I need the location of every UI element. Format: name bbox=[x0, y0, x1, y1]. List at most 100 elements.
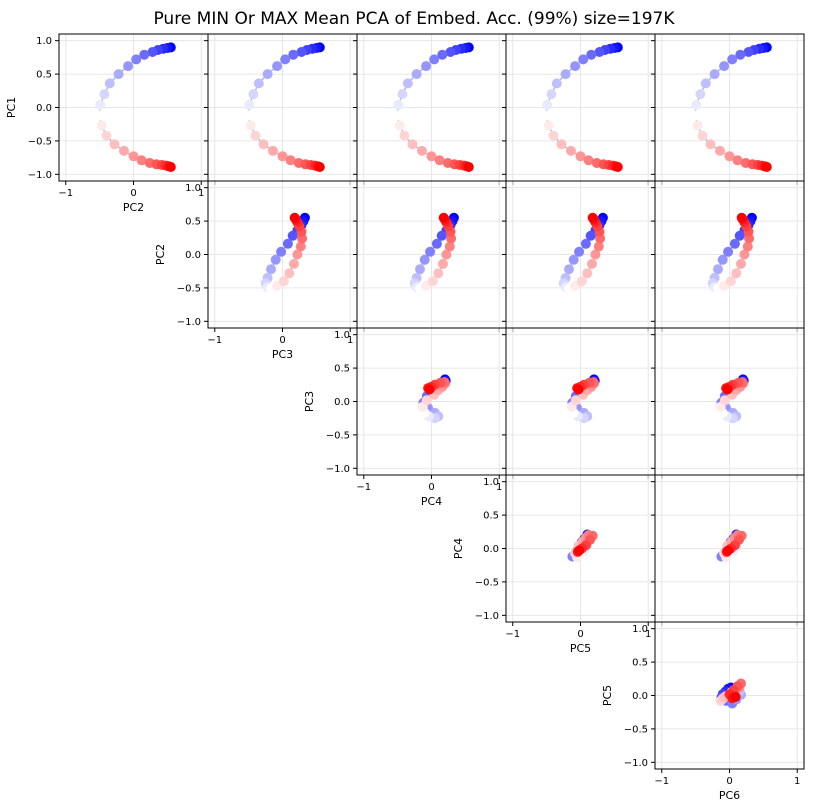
x-axis-label: PC2 bbox=[123, 201, 144, 214]
data-point bbox=[727, 54, 738, 65]
data-point bbox=[548, 130, 559, 141]
data-point bbox=[272, 61, 283, 72]
y-tick-label: −0.5 bbox=[177, 283, 201, 294]
y-tick-label: 0.5 bbox=[632, 658, 648, 669]
data-point bbox=[695, 89, 706, 100]
data-point bbox=[96, 120, 107, 131]
data-point bbox=[266, 264, 276, 275]
panel-pc3-vs-pc2 bbox=[502, 180, 656, 332]
data-point bbox=[546, 89, 557, 100]
data-point bbox=[425, 246, 436, 257]
data-point bbox=[735, 49, 746, 60]
data-point bbox=[393, 99, 404, 110]
data-point bbox=[587, 212, 598, 223]
data-point bbox=[715, 145, 725, 156]
x-tick-label: 1 bbox=[496, 482, 502, 493]
data-point bbox=[573, 384, 584, 395]
data-point bbox=[253, 78, 264, 89]
data-point bbox=[692, 120, 703, 131]
x-tick-label: 0 bbox=[279, 335, 285, 346]
data-point bbox=[245, 120, 256, 131]
data-point bbox=[723, 545, 734, 556]
data-point bbox=[541, 110, 551, 121]
data-point bbox=[113, 69, 124, 80]
data-point bbox=[463, 162, 474, 172]
data-point bbox=[278, 276, 289, 287]
panel-pc5-vs-pc4: −1 0 1 −1.0 −0.5 0.0 0.5 1.0 PC5 PC4 bbox=[452, 474, 656, 655]
y-tick-label: 0.5 bbox=[334, 364, 350, 375]
panel-pc5-vs-pc4 bbox=[651, 474, 805, 626]
y-axis-label: PC3 bbox=[303, 391, 316, 412]
data-point bbox=[415, 264, 425, 275]
data-point bbox=[285, 155, 296, 166]
data-point bbox=[421, 61, 432, 72]
panel-pc6-vs-pc5: −1 0 1 −1.0 −0.5 0.0 0.5 1.0 PC6 PC5 bbox=[601, 621, 805, 802]
data-point bbox=[697, 130, 708, 141]
data-point bbox=[736, 212, 747, 223]
x-axis-label: PC4 bbox=[421, 495, 442, 508]
data-point bbox=[587, 258, 597, 269]
x-tick-label: 0 bbox=[577, 629, 583, 640]
data-point bbox=[437, 49, 448, 60]
data-point bbox=[287, 230, 298, 241]
data-point bbox=[556, 139, 567, 150]
data-point bbox=[705, 139, 716, 150]
panel-pc3-vs-pc2 bbox=[651, 180, 805, 332]
x-tick-label: 0 bbox=[428, 482, 434, 493]
y-tick-label: 1.0 bbox=[632, 624, 648, 635]
data-point bbox=[570, 395, 581, 406]
data-point bbox=[282, 238, 293, 249]
data-point bbox=[590, 249, 601, 260]
data-point bbox=[576, 276, 587, 287]
y-tick-label: 0.0 bbox=[334, 397, 350, 408]
data-point bbox=[288, 49, 299, 60]
y-tick-label: −1.0 bbox=[177, 317, 201, 328]
data-point bbox=[434, 155, 445, 166]
data-point bbox=[314, 162, 325, 172]
data-point bbox=[289, 212, 300, 223]
data-point bbox=[399, 130, 410, 141]
data-point bbox=[700, 78, 711, 89]
data-point bbox=[123, 61, 134, 72]
data-point bbox=[292, 249, 303, 260]
y-tick-label: 0.5 bbox=[36, 70, 52, 81]
y-tick-label: −1.0 bbox=[326, 464, 350, 475]
data-point bbox=[268, 145, 278, 156]
data-point bbox=[574, 246, 585, 257]
y-tick-label: 0.0 bbox=[483, 544, 499, 555]
data-point bbox=[574, 545, 585, 556]
data-point bbox=[713, 264, 723, 275]
data-point bbox=[444, 241, 455, 252]
x-tick-label: −1 bbox=[654, 776, 669, 787]
data-point bbox=[725, 276, 736, 287]
x-tick-label: 1 bbox=[794, 776, 800, 787]
data-point bbox=[101, 130, 112, 141]
data-point bbox=[276, 246, 287, 257]
data-point bbox=[719, 61, 730, 72]
data-point bbox=[445, 47, 456, 57]
y-tick-label: −1.0 bbox=[475, 611, 499, 622]
panel-pc3-vs-pc2 bbox=[353, 180, 507, 332]
data-point bbox=[723, 246, 734, 257]
panel-pc2-vs-pc1 bbox=[651, 33, 805, 185]
y-tick-label: 0.5 bbox=[185, 217, 201, 228]
data-point bbox=[570, 61, 581, 72]
data-point bbox=[719, 395, 730, 406]
y-tick-label: −1.0 bbox=[28, 170, 52, 181]
data-point bbox=[147, 47, 158, 57]
data-point bbox=[426, 151, 437, 162]
data-point bbox=[438, 258, 448, 269]
data-point bbox=[543, 120, 554, 131]
data-point bbox=[417, 145, 427, 156]
data-point bbox=[421, 395, 432, 406]
data-point bbox=[402, 78, 413, 89]
y-tick-label: 1.0 bbox=[334, 330, 350, 341]
y-axis-label: PC2 bbox=[154, 244, 167, 265]
x-tick-label: −1 bbox=[356, 482, 371, 493]
data-point bbox=[441, 249, 452, 260]
data-point bbox=[424, 384, 435, 395]
data-point bbox=[436, 230, 447, 241]
data-point bbox=[244, 99, 255, 110]
x-axis-label: PC5 bbox=[570, 642, 591, 655]
